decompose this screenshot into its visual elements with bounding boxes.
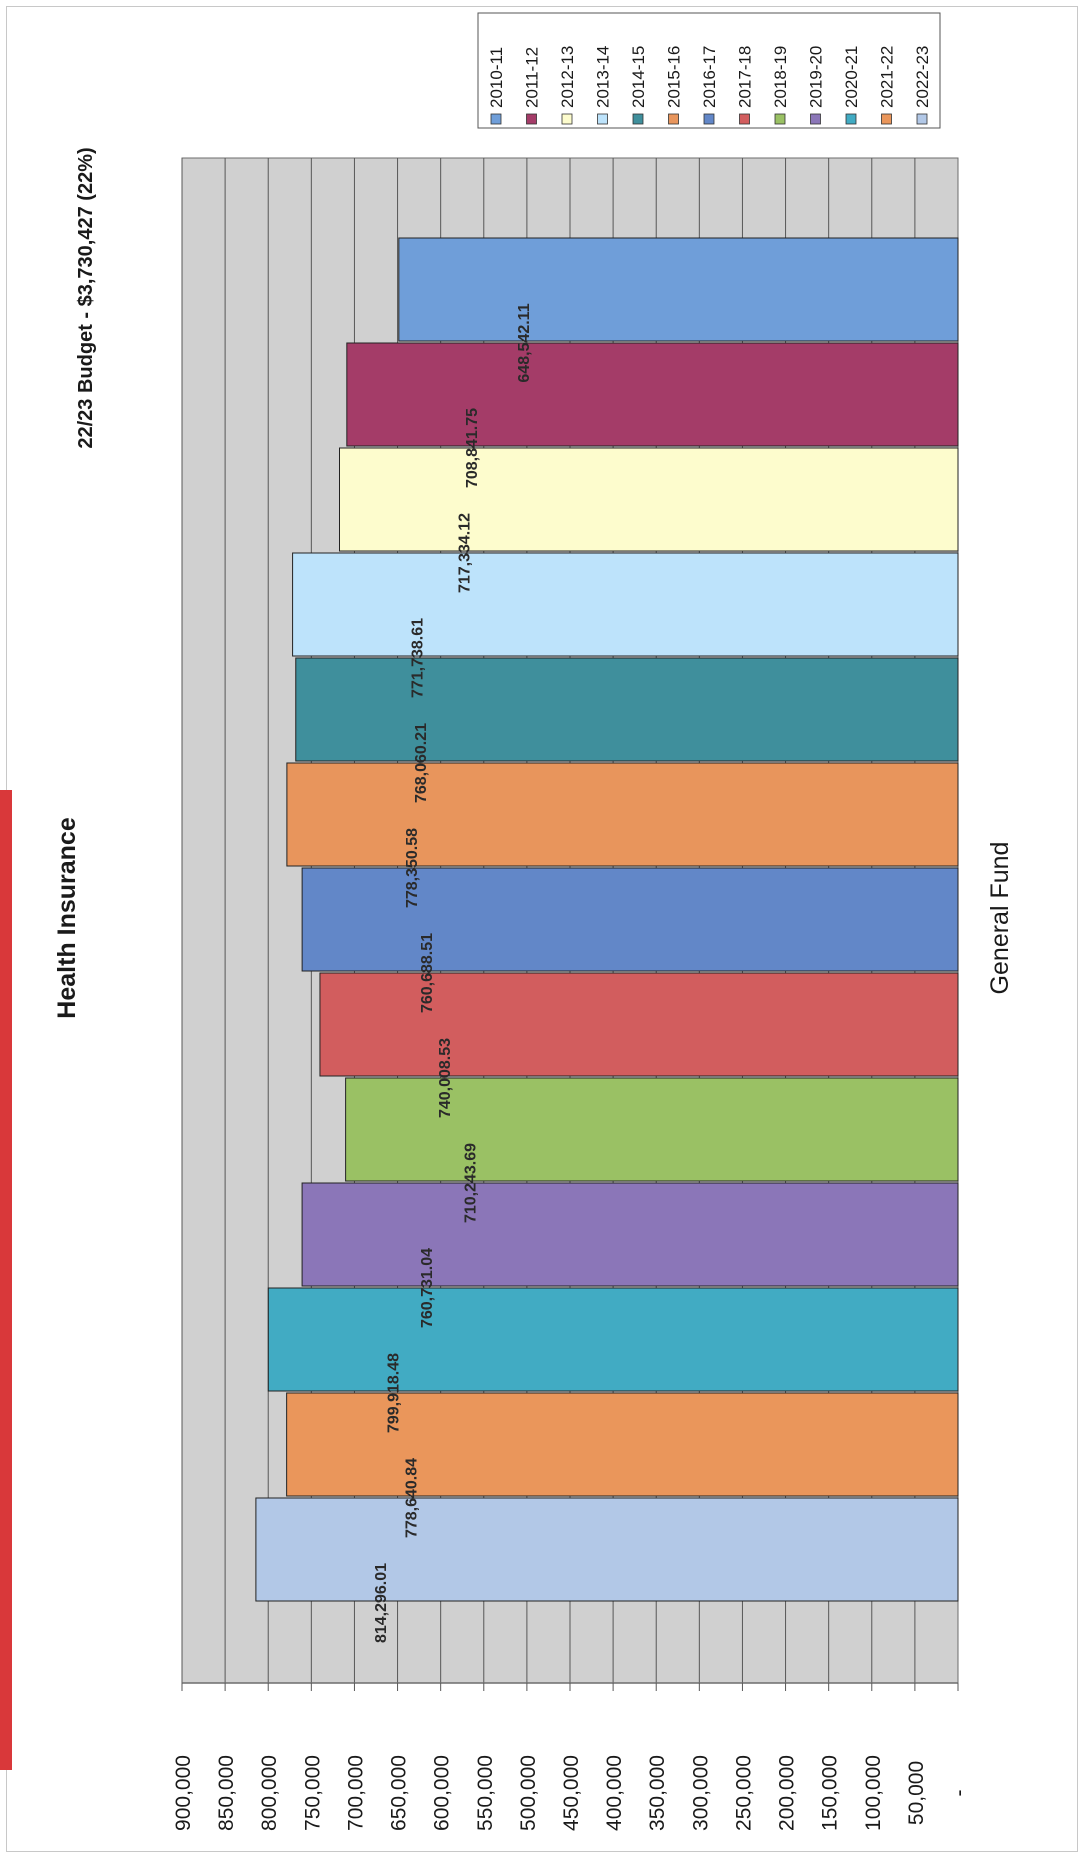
tick-label: 650,000 [388, 1755, 411, 1831]
bar-2010-11 [398, 237, 959, 342]
data-label-2014-15: 768,060.21 [413, 723, 430, 803]
bar-2015-16 [286, 762, 959, 867]
legend-swatch-2010-11 [490, 113, 502, 125]
tick-label: 450,000 [560, 1755, 583, 1831]
tick-label: 750,000 [301, 1755, 324, 1831]
bar-2017-18 [319, 972, 959, 1077]
legend-swatch-2013-14 [597, 113, 608, 125]
legend-label-2022-23: 2022-23 [913, 46, 932, 108]
tick-label: 300,000 [689, 1755, 712, 1831]
tick-label: 250,000 [732, 1755, 755, 1831]
bar-2011-12 [346, 342, 959, 447]
legend-swatch-2021-22 [881, 113, 892, 125]
legend-swatch-2019-20 [810, 113, 821, 125]
tick-label: 600,000 [431, 1755, 454, 1831]
legend-label-2011-12: 2011-12 [523, 47, 542, 108]
legend-box [477, 12, 941, 129]
legend-label-2020-21: 2020-21 [842, 46, 861, 108]
data-label-2022-23: 814,296.01 [373, 1563, 390, 1643]
legend-label-2017-18: 2017-18 [736, 46, 755, 108]
value-axis-ticks: - 50,000 100,000 150,000 200,000 250,000 300,0… [172, 1683, 971, 1831]
legend-swatch-2016-17 [703, 113, 715, 125]
bar-2019-20 [301, 1182, 959, 1287]
data-label-2019-20: 760,731.04 [419, 1248, 436, 1328]
tick-label: 150,000 [819, 1755, 842, 1831]
bar-2021-22 [286, 1392, 959, 1497]
legend-swatch-2014-15 [632, 113, 644, 125]
legend-label-2014-15: 2014-15 [629, 46, 648, 108]
tick-label: 800,000 [258, 1755, 281, 1831]
legend-swatch-2015-16 [668, 113, 679, 125]
bar-2020-21 [267, 1287, 959, 1392]
tick-label: 400,000 [603, 1755, 626, 1831]
tick-label: 550,000 [474, 1755, 497, 1831]
category-axis-label: General Fund [986, 842, 1014, 995]
data-label-2010-11: 648,542.11 [516, 303, 533, 382]
legend-swatch-2020-21 [845, 113, 857, 125]
tick-label: 500,000 [517, 1755, 540, 1831]
legend-label-2021-22: 2021-22 [878, 46, 897, 108]
legend-swatch-2012-13 [561, 113, 573, 125]
tick-label: 200,000 [776, 1755, 799, 1831]
data-label-2020-21: 799,918.48 [385, 1353, 402, 1433]
legend-label-2018-19: 2018-19 [771, 46, 790, 108]
legend-label-2013-14: 2013-14 [594, 46, 613, 108]
tick-label: 100,000 [862, 1755, 885, 1831]
legend-label-2016-17: 2016-17 [700, 46, 719, 108]
data-label-2021-22: 778,640.84 [404, 1458, 421, 1538]
legend-label-2015-16: 2015-16 [665, 46, 684, 108]
tick-label: 50,000 [905, 1761, 928, 1825]
legend-label-2012-13: 2012-13 [558, 46, 577, 108]
chart-subtitle: 22/23 Budget - $3,730,427 (22%) [75, 147, 97, 448]
data-label-2016-17: 760,688.51 [419, 933, 436, 1013]
data-label-2018-19: 710,243.69 [463, 1143, 480, 1223]
bar-2016-17 [301, 867, 959, 972]
data-label-2012-13: 717,334.12 [456, 513, 473, 593]
bars [255, 237, 959, 1602]
legend-label-2010-11: 2010-11 [487, 47, 506, 108]
bar-2013-14 [292, 552, 959, 657]
legend: 2010-11 2011-12 2012-13 2013-14 2014-15 2015-… [477, 12, 941, 129]
red-margin-strip [0, 790, 12, 1770]
data-label-2013-14: 771,738.61 [410, 618, 427, 698]
tick-label: 900,000 [172, 1755, 195, 1831]
data-label-2017-18: 740,008.53 [437, 1038, 454, 1118]
data-label-2011-12: 708,841.75 [464, 408, 481, 488]
tick-label: - [948, 1790, 971, 1797]
tick-label: 700,000 [344, 1755, 367, 1831]
data-label-2015-16: 778,350.58 [404, 828, 421, 908]
legend-swatch-2018-19 [774, 113, 786, 125]
bar-2018-19 [345, 1077, 959, 1182]
bar-2022-23 [255, 1497, 959, 1602]
legend-label-2019-20: 2019-20 [807, 46, 826, 108]
bar-2012-13 [338, 447, 959, 552]
tick-label: 350,000 [646, 1755, 669, 1831]
data-labels: 648,542.11 708,841.75 717,334.12 771,738.61… [373, 303, 533, 1643]
legend-swatch-2017-18 [739, 113, 750, 125]
legend-swatch-2011-12 [526, 113, 537, 125]
legend-swatch-2022-23 [916, 113, 928, 125]
bar-2014-15 [295, 657, 959, 762]
chart-title: Health Insurance [53, 817, 81, 1019]
tick-label: 850,000 [215, 1755, 238, 1831]
